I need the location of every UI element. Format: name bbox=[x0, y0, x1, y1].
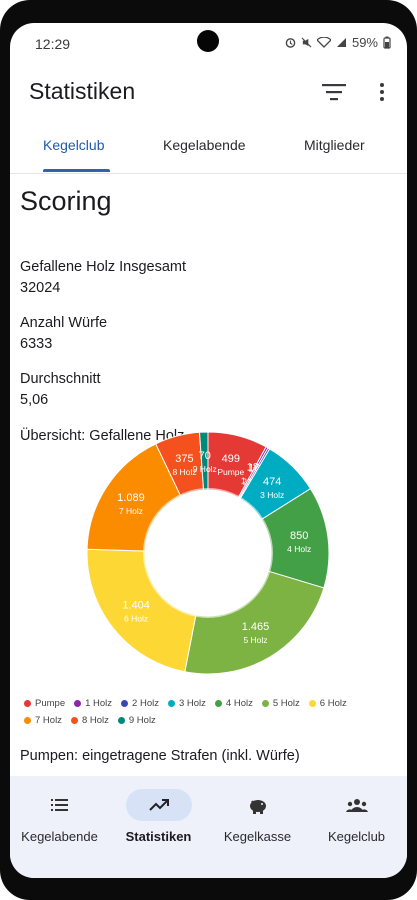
stat-value-throws: 6333 bbox=[20, 336, 53, 352]
group-icon bbox=[346, 799, 368, 812]
cut-off-text bbox=[20, 768, 330, 776]
data-label-value: 375 bbox=[175, 453, 193, 465]
status-time: 12:29 bbox=[35, 36, 71, 52]
alarm-icon bbox=[285, 38, 296, 48]
data-label-value: 1.404 bbox=[122, 599, 150, 611]
data-label-value: 499 bbox=[222, 453, 240, 465]
nav-statistiken[interactable]: Statistiken bbox=[109, 776, 208, 878]
nav-label: Kegelkasse bbox=[223, 829, 292, 844]
legend-item[interactable]: 2 Holz bbox=[121, 698, 159, 709]
tab-bar: Kegelclub Kegelabende Mitglieder bbox=[10, 127, 407, 174]
legend-item[interactable]: 7 Holz bbox=[24, 715, 62, 726]
pumpen-section-title: Pumpen: eingetragene Strafen (inkl. Würf… bbox=[20, 748, 300, 764]
data-label-category: 4 Holz bbox=[287, 544, 311, 554]
app-bar: Statistiken bbox=[10, 63, 407, 123]
nav-label: Statistiken bbox=[125, 829, 192, 844]
mute-icon bbox=[301, 37, 312, 48]
nav-kegelkasse[interactable]: Kegelkasse bbox=[208, 776, 307, 878]
data-label-category: 7 Holz bbox=[119, 506, 143, 516]
tab-kegelclub[interactable]: Kegelclub bbox=[43, 137, 105, 153]
data-label-value: 850 bbox=[290, 530, 308, 542]
tab-mitglieder[interactable]: Mitglieder bbox=[304, 137, 365, 153]
data-label-value: 70 bbox=[199, 450, 211, 462]
stat-value-total: 32024 bbox=[20, 280, 61, 296]
page-title: Statistiken bbox=[29, 78, 136, 104]
legend-label: 5 Holz bbox=[272, 698, 300, 709]
legend-item[interactable]: 8 Holz bbox=[70, 715, 109, 726]
legend-label: 6 Holz bbox=[319, 698, 347, 709]
legend-dot bbox=[121, 700, 129, 707]
legend-item[interactable]: 1 Holz bbox=[74, 698, 112, 709]
legend-dot bbox=[167, 700, 175, 707]
legend-dot bbox=[70, 717, 78, 724]
filter-icon[interactable] bbox=[320, 79, 350, 105]
data-label-value: 1.465 bbox=[242, 621, 270, 633]
data-label-category: 5 Holz bbox=[243, 635, 267, 645]
stat-label-average: Durchschnitt bbox=[20, 371, 101, 387]
chart-title: Übersicht: Gefallene Holz bbox=[20, 428, 185, 444]
nav-label: Kegelabende bbox=[21, 829, 98, 844]
nav-pill-active bbox=[126, 789, 192, 821]
legend-dot bbox=[24, 700, 31, 707]
battery-icon bbox=[383, 36, 391, 49]
data-label-category: 8 Holz bbox=[172, 467, 196, 477]
tab-indicator bbox=[43, 169, 110, 172]
battery-percent: 59% bbox=[351, 35, 378, 50]
legend-row: Pumpe 1 Holz 2 Holz 3 Holz 4 Holz 5 Holz 6 Hol… bbox=[24, 698, 384, 709]
status-icons: 59% bbox=[285, 35, 391, 50]
nav-kegelclub[interactable]: Kegelclub bbox=[307, 776, 406, 878]
legend-row: 7 Holz 8 Holz 9 Holz bbox=[24, 715, 384, 726]
legend-dot bbox=[74, 700, 82, 707]
data-label-value: 474 bbox=[263, 476, 281, 488]
legend-item[interactable]: 5 Holz bbox=[261, 698, 300, 709]
legend-dot bbox=[117, 717, 125, 724]
data-label-category: 9 Holz bbox=[193, 464, 217, 474]
piggy-bank-icon bbox=[250, 800, 266, 814]
camera-cutout bbox=[197, 30, 219, 52]
legend-label: 8 Holz bbox=[81, 715, 109, 726]
legend-label: 7 Holz bbox=[35, 715, 62, 726]
trending-up-icon bbox=[149, 799, 169, 811]
chart-legend: Pumpe 1 Holz 2 Holz 3 Holz 4 Holz 5 Holz 6 Hol… bbox=[24, 698, 384, 732]
screen: 12:29 59% Statistiken Kegelclub Kegelabe… bbox=[10, 23, 407, 878]
section-heading: Scoring bbox=[20, 186, 112, 216]
legend-label: 2 Holz bbox=[132, 698, 159, 709]
data-label-value: 1.089 bbox=[117, 492, 145, 504]
nav-label: Kegelclub bbox=[327, 829, 386, 844]
data-label-category: 3 Holz bbox=[260, 490, 284, 500]
legend-dot bbox=[261, 700, 269, 707]
legend-dot bbox=[214, 700, 222, 707]
legend-label: 3 Holz bbox=[178, 698, 206, 709]
signal-icon bbox=[336, 38, 346, 47]
data-label-category: Pumpe bbox=[217, 467, 244, 477]
stat-value-average: 5,06 bbox=[20, 392, 49, 408]
legend-item[interactable]: 6 Holz bbox=[308, 698, 347, 709]
legend-dot bbox=[24, 717, 31, 724]
stat-label-total: Gefallene Holz Insgesamt bbox=[20, 259, 187, 275]
status-bar: 12:29 59% bbox=[10, 23, 407, 63]
nav-kegelabende[interactable]: Kegelabende bbox=[10, 776, 109, 878]
list-icon bbox=[51, 799, 68, 811]
legend-label: 4 Holz bbox=[225, 698, 253, 709]
scroll-content[interactable]: Scoring Gefallene Holz Insgesamt 32024 A… bbox=[10, 174, 407, 776]
wifi-icon bbox=[316, 37, 331, 48]
legend-label: 1 Holz bbox=[85, 698, 113, 709]
legend-label: Pumpe bbox=[35, 698, 66, 709]
legend-item[interactable]: Pumpe bbox=[24, 698, 65, 709]
donut-inner-ring bbox=[143, 488, 273, 618]
legend-label: 9 Holz bbox=[128, 715, 156, 726]
stat-label-throws: Anzahl Würfe bbox=[20, 315, 108, 331]
legend-item[interactable]: 4 Holz bbox=[214, 698, 253, 709]
more-vert-icon[interactable] bbox=[372, 79, 392, 105]
legend-item[interactable]: 9 Holz bbox=[117, 715, 156, 726]
tab-kegelabende[interactable]: Kegelabende bbox=[163, 137, 246, 153]
bottom-navigation: Kegelabende Statistiken Kegelkasse bbox=[10, 776, 407, 878]
legend-item[interactable]: 3 Holz bbox=[167, 698, 206, 709]
data-label-category: 6 Holz bbox=[124, 613, 148, 623]
legend-dot bbox=[308, 700, 316, 707]
